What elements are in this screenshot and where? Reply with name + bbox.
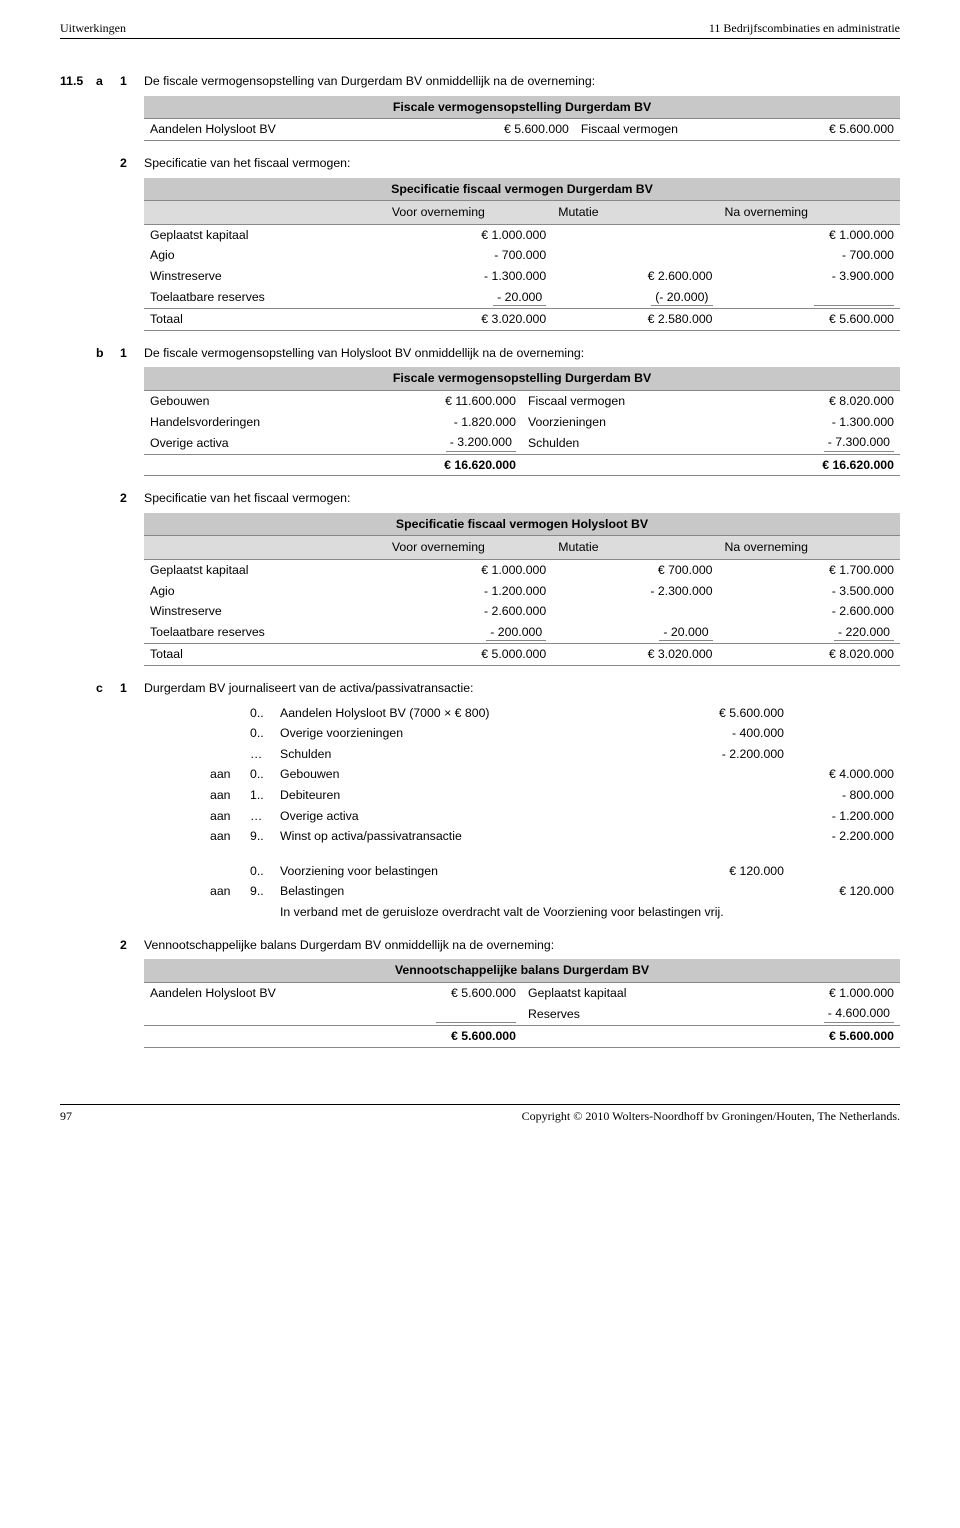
table-row: Handelsvorderingen- 1.820.000Voorziening… (144, 412, 900, 433)
q-sub-2: 2 (120, 937, 144, 954)
q-sub-c: c (96, 680, 120, 697)
table-row: Geplaatst kapitaal€ 1.000.000€ 700.000€ … (144, 560, 900, 581)
table-title: Fiscale vermogensopstelling Durgerdam BV (144, 367, 900, 390)
q-text: Specificatie van het fiscaal vermogen: (144, 490, 900, 507)
journal-row: 0..Aandelen Holysloot BV (7000 × € 800)€… (204, 703, 900, 724)
page-footer: 97 Copyright © 2010 Wolters-Noordhoff bv… (60, 1104, 900, 1124)
page-number: 97 (60, 1108, 72, 1124)
table-title: Specificatie fiscaal vermogen Durgerdam … (144, 178, 900, 201)
table-spec-fiscaal-holysloot: Specificatie fiscaal vermogen Holysloot … (144, 513, 900, 666)
col-head: Na overneming (719, 201, 900, 225)
q-text: Durgerdam BV journaliseert van de activa… (144, 680, 900, 697)
page-header: Uitwerkingen 11 Bedrijfscombinaties en a… (60, 20, 900, 39)
question-11-5-b-2: 2 Specificatie van het fiscaal vermogen: (60, 490, 900, 507)
table-vennootschappelijke-balans: Vennootschappelijke balans Durgerdam BV … (144, 959, 900, 1047)
table-row-total: € 5.600.000€ 5.600.000 (144, 1025, 900, 1047)
header-right: 11 Bedrijfscombinaties en administratie (709, 20, 900, 36)
table-row: Overige activa- 3.200.000Schulden- 7.300… (144, 432, 900, 454)
table-row-total: € 16.620.000€ 16.620.000 (144, 454, 900, 476)
cell: Aandelen Holysloot BV (144, 119, 462, 141)
table-title: Fiscale vermogensopstelling Durgerdam BV (144, 96, 900, 119)
table-row-total: Totaal€ 3.020.000€ 2.580.000€ 5.600.000 (144, 309, 900, 331)
q-text: De fiscale vermogensopstelling van Holys… (144, 345, 900, 362)
journal-table-2: 0..Voorziening voor belastingen€ 120.000… (204, 861, 900, 923)
q-text: De fiscale vermogensopstelling van Durge… (144, 73, 900, 90)
question-11-5-a-2: 2 Specificatie van het fiscaal vermogen: (60, 155, 900, 172)
q-sub-a: a (96, 73, 120, 90)
col-head: Na overneming (719, 536, 900, 560)
copyright: Copyright © 2010 Wolters-Noordhoff bv Gr… (522, 1108, 900, 1124)
header-left: Uitwerkingen (60, 20, 126, 36)
cell: € 5.600.000 (787, 119, 900, 141)
q-sub-1: 1 (120, 73, 144, 90)
cell: Fiscaal vermogen (575, 119, 787, 141)
table-row: Winstreserve- 1.300.000€ 2.600.000- 3.90… (144, 266, 900, 287)
table-title: Specificatie fiscaal vermogen Holysloot … (144, 513, 900, 536)
question-11-5-c-2: 2 Vennootschappelijke balans Durgerdam B… (60, 937, 900, 954)
col-head: Voor overneming (386, 201, 552, 225)
table-fiscale-vermogensopstelling-1: Fiscale vermogensopstelling Durgerdam BV… (144, 96, 900, 141)
table-row: Gebouwen€ 11.600.000Fiscaal vermogen€ 8.… (144, 390, 900, 411)
table-fiscale-vermogensopstelling-2: Fiscale vermogensopstelling Durgerdam BV… (144, 367, 900, 476)
table-title: Vennootschappelijke balans Durgerdam BV (144, 959, 900, 982)
table-row: Geplaatst kapitaal€ 1.000.000€ 1.000.000 (144, 224, 900, 245)
journal-table-1: 0..Aandelen Holysloot BV (7000 × € 800)€… (204, 703, 900, 847)
q-sub-1: 1 (120, 345, 144, 362)
table-row: Reserves- 4.600.000 (144, 1003, 900, 1025)
journal-row: 0..Overige voorzieningen- 400.000 (204, 723, 900, 744)
journal-row: In verband met de geruisloze overdracht … (204, 902, 900, 923)
cell: € 5.600.000 (462, 119, 575, 141)
table-row: Toelaatbare reserves- 200.000- 20.000- 2… (144, 622, 900, 644)
q-sub-1: 1 (120, 680, 144, 697)
col-head: Mutatie (552, 536, 718, 560)
journal-row: 0..Voorziening voor belastingen€ 120.000 (204, 861, 900, 882)
question-11-5-a-1: 11.5 a 1 De fiscale vermogensopstelling … (60, 73, 900, 90)
journal-row: aan9..Winst op activa/passivatransactie-… (204, 826, 900, 847)
table-spec-fiscaal-durgerdam: Specificatie fiscaal vermogen Durgerdam … (144, 178, 900, 331)
q-sub-2: 2 (120, 490, 144, 507)
journal-row: aan1..Debiteuren- 800.000 (204, 785, 900, 806)
table-row: Winstreserve- 2.600.000- 2.600.000 (144, 601, 900, 622)
question-11-5-b-1: b 1 De fiscale vermogensopstelling van H… (60, 345, 900, 362)
q-sub-2: 2 (120, 155, 144, 172)
table-row: Toelaatbare reserves- 20.000(- 20.000) (144, 287, 900, 309)
q-number: 11.5 (60, 73, 96, 90)
col-head: Mutatie (552, 201, 718, 225)
table-row-total: Totaal€ 5.000.000€ 3.020.000€ 8.020.000 (144, 644, 900, 666)
table-row: Aandelen Holysloot BV€ 5.600.000Geplaats… (144, 982, 900, 1003)
table-row: Agio- 700.000- 700.000 (144, 245, 900, 266)
journal-row: aan…Overige activa- 1.200.000 (204, 806, 900, 827)
q-text: Vennootschappelijke balans Durgerdam BV … (144, 937, 900, 954)
journal-row: …Schulden- 2.200.000 (204, 744, 900, 765)
journal-row: aan0..Gebouwen€ 4.000.000 (204, 764, 900, 785)
table-row: Aandelen Holysloot BV € 5.600.000 Fiscaa… (144, 119, 900, 141)
col-head: Voor overneming (386, 536, 552, 560)
q-text: Specificatie van het fiscaal vermogen: (144, 155, 900, 172)
question-11-5-c-1: c 1 Durgerdam BV journaliseert van de ac… (60, 680, 900, 697)
table-row: Agio- 1.200.000- 2.300.000- 3.500.000 (144, 581, 900, 602)
q-sub-b: b (96, 345, 120, 362)
journal-row: aan9..Belastingen€ 120.000 (204, 881, 900, 902)
